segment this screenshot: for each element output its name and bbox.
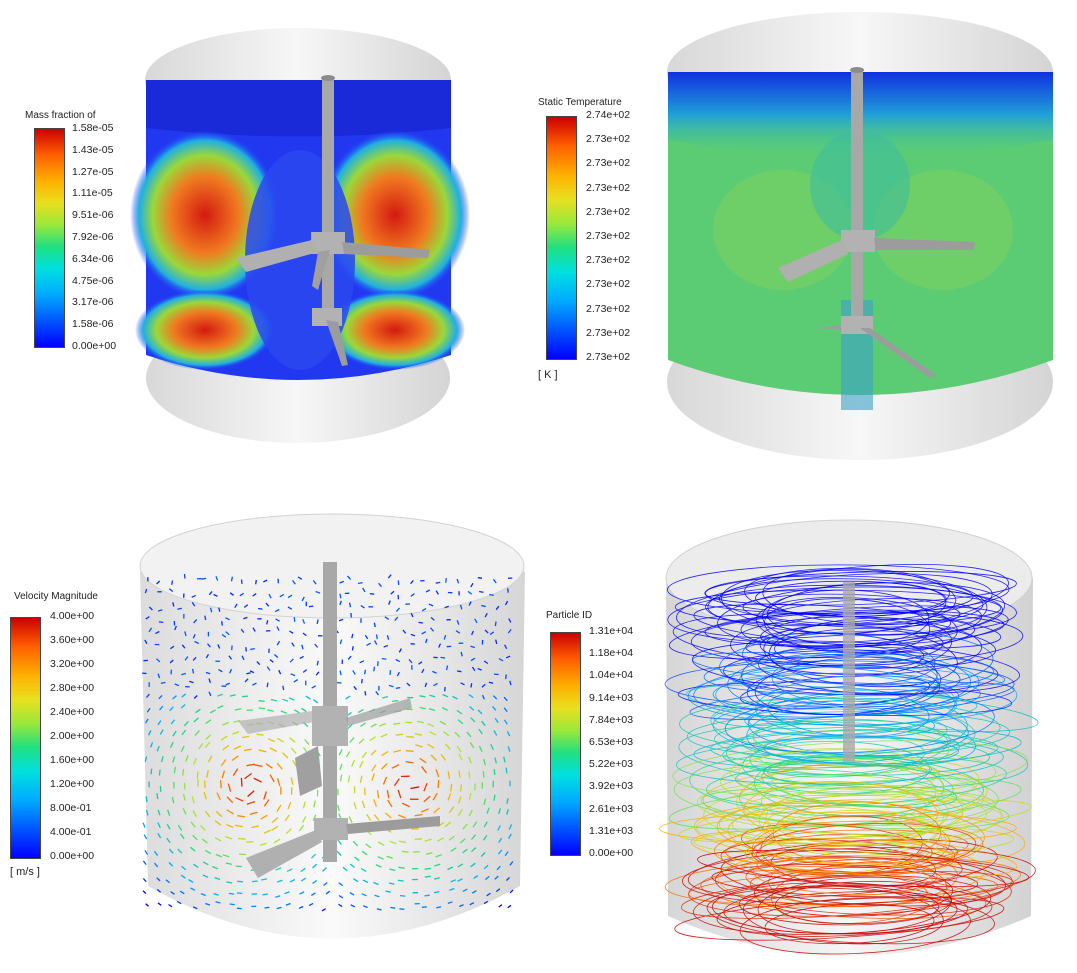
static-temperature-panel: Static Temperature 2.74e+02 2.73e+02 2.7… <box>538 0 1076 486</box>
tick-label: 2.73e+02 <box>586 230 631 242</box>
tick-label: 2.00e+00 <box>50 730 95 742</box>
velocity-magnitude-panel: Velocity Magnitude 4.00e+00 3.60e+00 3.2… <box>0 486 538 972</box>
tick-label: 2.73e+02 <box>586 278 631 291</box>
velocity-magnitude-tank-render <box>139 513 525 939</box>
tick-label: 2.73e+02 <box>586 351 631 363</box>
tick-label: 6.34e-06 <box>72 252 114 265</box>
tick-label: 5.22e+03 <box>589 758 634 771</box>
tick-label: 3.20e+00 <box>50 658 95 670</box>
tick-label: 3.92e+03 <box>589 780 634 793</box>
velocity-vector-field <box>142 573 514 912</box>
tick-label: 3.17e-06 <box>72 296 114 309</box>
tick-label: 1.58e-05 <box>72 122 114 134</box>
impeller-shaft <box>851 68 863 330</box>
static-temperature-colorbar <box>546 116 577 360</box>
tick-label: 2.73e+02 <box>586 133 631 146</box>
tick-label: 1.20e+00 <box>50 778 95 790</box>
static-temperature-unit: [ K ] <box>538 369 558 381</box>
tick-label: 2.73e+02 <box>586 254 631 267</box>
tick-label: 9.51e-06 <box>72 209 114 222</box>
tick-label: 7.92e-06 <box>72 231 114 243</box>
tick-label: 1.60e+00 <box>50 754 95 766</box>
tick-label: 1.58e-06 <box>72 318 114 331</box>
mass-fraction-tank-render <box>130 28 470 443</box>
particle-id-colorbar <box>550 632 581 856</box>
tick-label: 2.73e+02 <box>586 205 631 218</box>
impeller-shaft <box>322 76 334 326</box>
tick-label: 2.73e+02 <box>586 302 631 315</box>
tick-label: 6.53e+03 <box>589 736 634 748</box>
velocity-magnitude-colorbar <box>10 617 41 859</box>
tick-label: 4.75e-06 <box>72 274 114 287</box>
static-temperature-tank-render <box>667 12 1053 460</box>
tick-label: 2.61e+03 <box>589 802 634 815</box>
tick-label: 9.14e+03 <box>589 691 634 704</box>
tick-label: 3.60e+00 <box>50 634 95 646</box>
tick-label: 0.00e+00 <box>50 850 95 862</box>
particle-id-panel: Particle ID 1.31e+04 1.18e+04 1.04e+04 9… <box>538 486 1076 972</box>
mass-fraction-colorbar <box>34 128 65 348</box>
particle-id-tank-render <box>659 519 1039 956</box>
tick-label: 4.00e-01 <box>50 826 92 838</box>
impeller-shaft <box>843 582 855 762</box>
tick-label: 2.73e+02 <box>586 326 631 339</box>
tick-label: 2.73e+02 <box>586 181 631 194</box>
tick-label: 1.31e+04 <box>589 625 634 637</box>
velocity-magnitude-unit: [ m/s ] <box>10 866 40 878</box>
particle-id-legend-title: Particle ID <box>546 610 593 621</box>
tick-label: 8.00e-01 <box>50 802 92 814</box>
static-temperature-legend-title: Static Temperature <box>538 97 622 108</box>
tick-label: 2.73e+02 <box>586 157 631 170</box>
mass-fraction-panel: Mass fraction of 1.58e-05 1.43e-05 1.27e… <box>0 0 538 486</box>
tick-label: 1.18e+04 <box>589 647 634 660</box>
tick-label: 1.27e-05 <box>72 165 114 178</box>
tick-label: 2.80e+00 <box>50 682 95 694</box>
tick-label: 1.43e-05 <box>72 143 114 156</box>
tick-label: 4.00e+00 <box>50 610 95 622</box>
velocity-magnitude-legend-title: Velocity Magnitude <box>14 591 98 602</box>
tick-label: 2.74e+02 <box>586 109 631 121</box>
tick-label: 0.00e+00 <box>589 847 634 859</box>
tick-label: 1.11e-05 <box>72 187 113 200</box>
tick-label: 0.00e+00 <box>72 340 117 352</box>
tick-label: 2.40e+00 <box>50 706 95 718</box>
tick-label: 1.31e+03 <box>589 824 634 837</box>
tick-label: 1.04e+04 <box>589 669 634 682</box>
tick-label: 7.84e+03 <box>589 713 634 726</box>
mass-fraction-legend-title: Mass fraction of <box>25 110 96 121</box>
